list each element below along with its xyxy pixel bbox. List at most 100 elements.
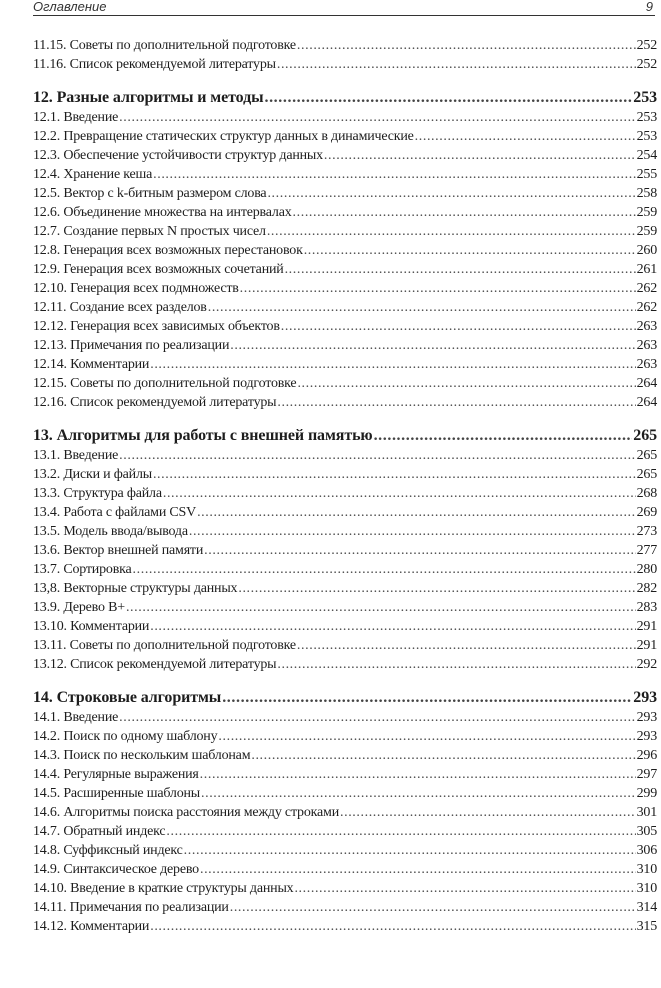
toc-entry[interactable]: 12.12. Генерация всех зависимых объектов… [33, 317, 657, 336]
entry-page: 262 [636, 281, 658, 296]
dot-leader [189, 522, 636, 541]
toc-entry[interactable]: 14.3. Поиск по нескольким шаблонам 296 [33, 746, 657, 765]
entry-text: Алгоритмы поиска расстояния между строка… [63, 805, 339, 820]
dot-leader [340, 803, 636, 822]
entry-text: Комментарии [70, 357, 150, 372]
entry-title: 13.12. Список рекомендуемой литературы [33, 655, 277, 674]
dot-leader [218, 727, 635, 746]
dot-leader [230, 336, 635, 355]
dot-leader [285, 260, 636, 279]
toc-entry[interactable]: 14.2. Поиск по одному шаблону 293 [33, 727, 657, 746]
entry-text: Диски и файлы [63, 467, 152, 482]
entry-number: 12.3. [33, 148, 61, 163]
entry-title: 14.9. Синтаксическое дерево [33, 860, 199, 879]
entry-text: Структура файла [63, 486, 162, 501]
dot-leader [238, 579, 635, 598]
toc-entry[interactable]: 13.3. Структура файла 268 [33, 484, 657, 503]
toc-entry[interactable]: 13,8. Векторные структуры данных 282 [33, 579, 657, 598]
dot-leader [119, 108, 635, 127]
toc-entry[interactable]: 12.7. Создание первых N простых чисел 259 [33, 222, 657, 241]
entry-page: 273 [636, 524, 658, 539]
entry-number: 12.16. [33, 395, 67, 410]
toc-entry[interactable]: 12.2. Превращение статических структур д… [33, 127, 657, 146]
toc-entry[interactable]: 12.8. Генерация всех возможных перестано… [33, 241, 657, 260]
toc-entry[interactable]: 13.12. Список рекомендуемой литературы 29… [33, 655, 657, 674]
toc-entry[interactable]: 12.15. Советы по дополнительной подготов… [33, 374, 657, 393]
entry-number: 11.15. [33, 38, 67, 53]
toc-entry[interactable]: 12.16. Список рекомендуемой литературы 26… [33, 393, 657, 412]
toc-entry[interactable]: 14.6. Алгоритмы поиска расстояния между … [33, 803, 657, 822]
toc-entry[interactable]: 12.11. Создание всех разделов 262 [33, 298, 657, 317]
dot-leader [277, 55, 636, 74]
toc-entry[interactable]: 13.1. Введение 265 [33, 446, 657, 465]
entry-text: Разные алгоритмы и методы [56, 89, 264, 106]
toc-entry[interactable]: 14.8. Суффиксный индекс 306 [33, 841, 657, 860]
toc-entry[interactable]: 12.9. Генерация всех возможных сочетаний… [33, 260, 657, 279]
toc-entry[interactable]: 14.5. Расширенные шаблоны 299 [33, 784, 657, 803]
toc-entry[interactable]: 14.4. Регулярные выражения 297 [33, 765, 657, 784]
entry-title: 12.7. Создание первых N простых чисел [33, 222, 266, 241]
dot-leader [297, 36, 636, 55]
dot-leader [133, 560, 636, 579]
entry-number: 12.14. [33, 357, 67, 372]
toc-entry[interactable]: 12.4. Хранение кеша 255 [33, 165, 657, 184]
toc-chapter-entry[interactable]: 13. Алгоритмы для работы с внешней памят… [33, 425, 657, 446]
entry-text: Введение [63, 710, 119, 725]
toc-entry[interactable]: 14.9. Синтаксическое дерево 310 [33, 860, 657, 879]
toc-entry[interactable]: 13.2. Диски и файлы 265 [33, 465, 657, 484]
toc-entry[interactable]: 13.5. Модель ввода/вывода 273 [33, 522, 657, 541]
toc-entry[interactable]: 12.5. Вектор с k-битным размером слова 25… [33, 184, 657, 203]
toc-entry[interactable]: 13.10. Комментарии 291 [33, 617, 657, 636]
entry-page: 283 [636, 600, 658, 615]
toc-entry[interactable]: 14.10. Введение в краткие структуры данн… [33, 879, 657, 898]
entry-title: 13,8. Векторные структуры данных [33, 579, 238, 598]
toc-chapter-entry[interactable]: 14. Строковые алгоритмы 293 [33, 687, 657, 708]
dot-leader [184, 841, 636, 860]
entry-number: 12.5. [33, 186, 61, 201]
toc-entry[interactable]: 14.1. Введение 293 [33, 708, 657, 727]
entry-title: 12. Разные алгоритмы и методы [33, 87, 264, 108]
toc-entry[interactable]: 13.6. Вектор внешней памяти 277 [33, 541, 657, 560]
entry-page: 265 [633, 427, 657, 444]
toc-entry[interactable]: 12.14. Комментарии 263 [33, 355, 657, 374]
toc-entry[interactable]: 11.16. Список рекомендуемой литературы 25… [33, 55, 657, 74]
entry-title: 12.4. Хранение кеша [33, 165, 152, 184]
dot-leader [222, 687, 632, 708]
toc-entry[interactable]: 13.9. Дерево B+ 283 [33, 598, 657, 617]
dot-leader [304, 241, 636, 260]
toc-chapter-entry[interactable]: 12. Разные алгоритмы и методы 253 [33, 87, 657, 108]
entry-title: 13. Алгоритмы для работы с внешней памят… [33, 425, 373, 446]
entry-number: 14.8. [33, 843, 61, 858]
toc-entry[interactable]: 12.3. Обеспечение устойчивости структур … [33, 146, 657, 165]
toc-entry[interactable]: 13.11. Советы по дополнительной подготов… [33, 636, 657, 655]
entry-page: 260 [636, 243, 658, 258]
entry-text: Советы по дополнительной подготовке [69, 638, 297, 653]
entry-page: 259 [636, 205, 658, 220]
toc-entry[interactable]: 14.12. Комментарии 315 [33, 917, 657, 936]
entry-page: 297 [636, 767, 658, 782]
entry-page: 252 [636, 38, 658, 53]
dot-leader [297, 636, 636, 655]
entry-text: Расширенные шаблоны [63, 786, 200, 801]
toc-entry[interactable]: 12.6. Объединение множества на интервала… [33, 203, 657, 222]
toc-entry[interactable]: 12.10. Генерация всех подмножеств 262 [33, 279, 657, 298]
entry-page: 280 [636, 562, 658, 577]
entry-text: Комментарии [70, 619, 150, 634]
entry-number: 13.6. [33, 543, 61, 558]
entry-title: 12.6. Объединение множества на интервала… [33, 203, 292, 222]
entry-number: 12.13. [33, 338, 67, 353]
toc-entry[interactable]: 13.7. Сортировка 280 [33, 560, 657, 579]
toc-entry[interactable]: 11.15. Советы по дополнительной подготов… [33, 36, 657, 55]
dot-leader [200, 860, 636, 879]
entry-text: Синтаксическое дерево [63, 862, 199, 877]
toc-entry[interactable]: 13.4. Работа с файлами CSV 269 [33, 503, 657, 522]
toc-entry[interactable]: 14.7. Обратный индекс 305 [33, 822, 657, 841]
entry-number: 13.12. [33, 657, 67, 672]
toc-entry[interactable]: 12.1. Введение 253 [33, 108, 657, 127]
entry-number: 12.4. [33, 167, 61, 182]
dot-leader [150, 617, 635, 636]
entry-number: 13.10. [33, 619, 67, 634]
toc-entry[interactable]: 14.11. Примечания по реализации 314 [33, 898, 657, 917]
toc-entry[interactable]: 12.13. Примечания по реализации 263 [33, 336, 657, 355]
entry-text: Модель ввода/вывода [63, 524, 188, 539]
